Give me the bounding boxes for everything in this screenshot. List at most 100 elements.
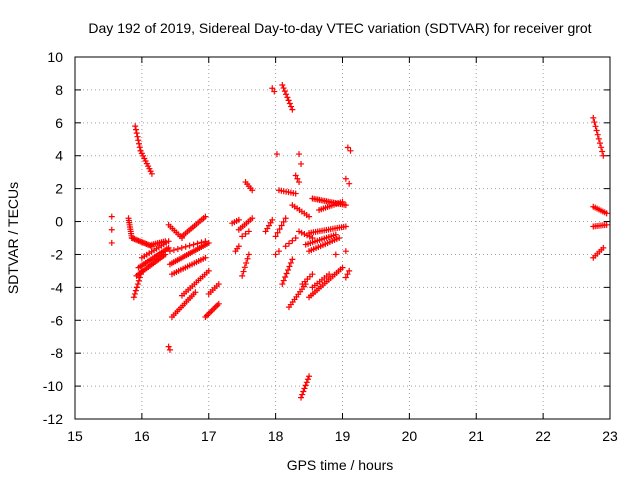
x-tick-label: 22 <box>535 428 551 444</box>
y-tick-label: 2 <box>55 181 63 197</box>
data-point <box>235 216 242 223</box>
data-point <box>296 151 303 158</box>
data-point <box>598 144 605 151</box>
data-point <box>240 268 247 275</box>
data-point <box>283 270 290 277</box>
data-point <box>285 266 292 273</box>
data-point <box>130 294 137 301</box>
data-point <box>332 251 339 258</box>
data-point <box>306 373 313 380</box>
data-point <box>165 244 172 251</box>
data-point <box>136 140 143 147</box>
data-point <box>600 244 607 251</box>
data-point <box>302 382 309 389</box>
data-point <box>347 147 354 154</box>
data-point <box>174 245 181 252</box>
data-point <box>603 221 610 228</box>
data-point <box>339 264 346 271</box>
data-point <box>202 254 209 261</box>
data-point <box>133 284 140 291</box>
data-point <box>304 376 311 383</box>
data-point <box>242 230 249 237</box>
data-point <box>346 180 353 187</box>
data-point <box>286 240 292 247</box>
data-point <box>336 235 343 241</box>
data-point <box>280 218 287 225</box>
data-point <box>346 267 353 274</box>
data-point <box>300 388 307 395</box>
x-tick-label: 15 <box>67 428 83 444</box>
data-point <box>134 133 141 140</box>
data-point <box>280 85 287 92</box>
data-point <box>342 274 349 281</box>
data-point <box>165 343 172 350</box>
data-point <box>272 251 279 258</box>
data-point <box>306 213 313 220</box>
data-point <box>282 274 289 281</box>
data-point <box>135 277 142 284</box>
chart-title: Day 192 of 2019, Sidereal Day-to-day VTE… <box>88 20 591 36</box>
data-point <box>279 81 286 88</box>
data-point <box>289 237 296 244</box>
data-point <box>132 287 139 294</box>
y-tick-label: 0 <box>55 214 63 230</box>
data-point <box>289 106 296 113</box>
data-point <box>309 271 316 278</box>
data-point <box>292 190 299 197</box>
data-point <box>326 271 333 278</box>
x-tick-label: 16 <box>134 428 150 444</box>
data-point <box>192 289 199 296</box>
data-point <box>194 240 201 247</box>
x-tick-labels: 15 16 17 18 19 20 21 22 23 <box>67 428 618 444</box>
y-tick-label: -4 <box>51 279 64 295</box>
data-point <box>294 175 301 182</box>
data-point <box>166 346 173 353</box>
data-point <box>292 235 299 241</box>
plot-frame <box>74 56 611 420</box>
data-point <box>282 243 289 250</box>
data-point <box>276 226 283 233</box>
data-point <box>301 385 308 392</box>
data-point <box>596 140 603 147</box>
x-tick-label: 23 <box>602 428 618 444</box>
x-tick-label: 18 <box>268 428 284 444</box>
data-point <box>132 123 139 130</box>
data-point <box>274 229 281 236</box>
data-point <box>342 175 349 182</box>
data-point <box>148 170 155 177</box>
y-tick-label: -2 <box>51 246 64 262</box>
data-point <box>239 272 246 279</box>
data-point <box>342 202 349 209</box>
data-point <box>269 216 276 223</box>
data-point <box>282 215 289 222</box>
data-point <box>283 91 290 98</box>
y-tick-label: -6 <box>51 312 64 328</box>
data-point <box>182 243 189 250</box>
y-tick-label: -8 <box>51 345 64 361</box>
data-point <box>269 85 276 92</box>
data-point <box>186 242 193 249</box>
data-point <box>591 119 598 126</box>
data-point <box>243 260 250 267</box>
data-point <box>278 222 285 229</box>
data-point <box>245 228 252 235</box>
data-point <box>108 226 115 233</box>
data-point <box>108 213 115 220</box>
data-point <box>594 131 601 138</box>
y-tick-label: 10 <box>47 49 63 65</box>
data-point <box>296 179 303 186</box>
data-point <box>273 151 280 158</box>
data-point <box>292 172 299 179</box>
data-point <box>215 300 222 307</box>
data-point <box>344 271 351 278</box>
x-tick-label: 20 <box>402 428 418 444</box>
data-point <box>205 267 212 274</box>
data-point <box>339 198 346 205</box>
data-point <box>245 251 252 258</box>
data-point <box>190 241 197 248</box>
x-tick-label: 21 <box>468 428 484 444</box>
data-point <box>298 160 305 167</box>
data-point <box>599 148 606 155</box>
data-point <box>272 233 279 240</box>
